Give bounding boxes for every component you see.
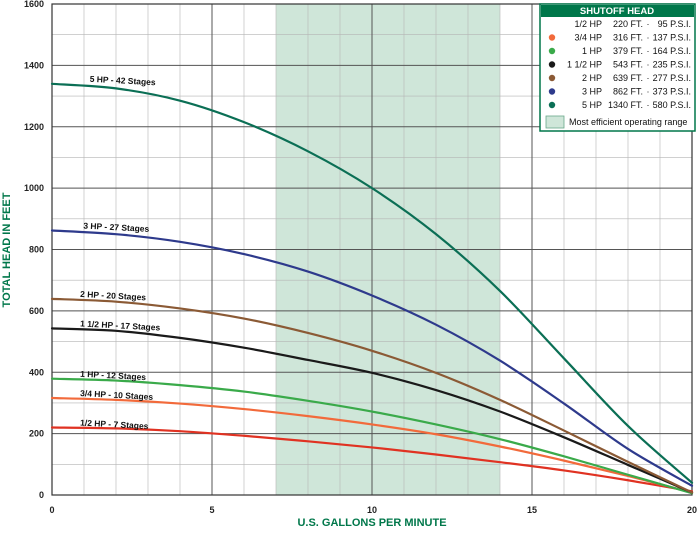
x-tick-label: 5 bbox=[209, 505, 214, 515]
curve-label: 5 HP - 42 Stages bbox=[89, 74, 156, 87]
x-tick-label: 0 bbox=[49, 505, 54, 515]
y-tick-label: 1000 bbox=[24, 183, 44, 193]
y-tick-label: 0 bbox=[39, 490, 44, 500]
x-axis-title: U.S. GALLONS PER MINUTE bbox=[297, 517, 446, 529]
legend-header bbox=[541, 5, 694, 17]
legend-psi: 373 P.S.I. bbox=[653, 87, 691, 97]
legend-swatch bbox=[548, 34, 556, 41]
legend-separator: · bbox=[647, 87, 650, 97]
curve-label: 3 HP - 27 Stages bbox=[83, 220, 150, 233]
y-tick-label: 400 bbox=[29, 367, 44, 377]
legend-hp: 5 HP bbox=[582, 100, 602, 110]
legend-rows: 1/2 HP 220 FT. · 95 P.S.I.3/4 HP 316 FT. · 137… bbox=[548, 19, 691, 110]
series-curve bbox=[50, 82, 694, 484]
legend-separator: · bbox=[647, 73, 650, 83]
legend-hp: 3 HP bbox=[582, 87, 602, 97]
y-tick-label: 800 bbox=[29, 245, 44, 255]
legend: SHUTOFF HEAD 1/2 HP 220 FT. · 95 P.S.I. 3/4 … bbox=[539, 3, 696, 132]
legend-feet: 379 FT. bbox=[613, 46, 643, 56]
series-curves bbox=[50, 82, 694, 495]
legend-psi: 95 P.S.I. bbox=[658, 19, 691, 29]
legend-psi: 164 P.S.I. bbox=[653, 46, 691, 56]
legend-psi: 137 P.S.I. bbox=[653, 33, 691, 43]
legend-hp: 1 1/2 HP bbox=[567, 60, 602, 70]
legend-swatch bbox=[548, 61, 556, 68]
x-tick-label: 10 bbox=[367, 505, 377, 515]
legend-psi: 235 P.S.I. bbox=[653, 60, 691, 70]
legend-psi: 580 P.S.I. bbox=[653, 100, 691, 110]
curve-label: 1 1/2 HP - 17 Stages bbox=[80, 318, 161, 332]
x-tick-label: 15 bbox=[527, 505, 537, 515]
legend-separator: · bbox=[647, 100, 650, 110]
legend-swatch bbox=[548, 88, 556, 95]
y-tick-labels: 0 200 400 600 800 1000 1200 1400 1600 bbox=[24, 0, 44, 500]
legend-separator: · bbox=[647, 46, 650, 56]
legend-feet: 639 FT. bbox=[613, 73, 643, 83]
curve-label: 3/4 HP - 10 Stages bbox=[80, 388, 154, 402]
legend-hp: 2 HP bbox=[582, 73, 602, 83]
legend-psi: 277 P.S.I. bbox=[653, 73, 691, 83]
series-curve bbox=[50, 327, 694, 494]
legend-feet: 316 FT. bbox=[613, 33, 643, 43]
y-tick-label: 200 bbox=[29, 429, 44, 439]
y-axis-title: TOTAL HEAD IN FEET bbox=[1, 192, 13, 307]
y-tick-label: 1200 bbox=[24, 122, 44, 132]
legend-title: SHUTOFF HEAD bbox=[580, 6, 654, 17]
x-tick-labels: 0 5 10 15 20 bbox=[49, 505, 697, 515]
series-curve bbox=[50, 297, 694, 494]
curve-labels: 5 HP - 42 Stages 3 HP - 27 Stages 2 HP - 2… bbox=[80, 74, 161, 431]
legend-swatch bbox=[548, 101, 556, 109]
major-grid bbox=[51, 3, 693, 496]
legend-range-swatch bbox=[545, 115, 565, 129]
legend-box bbox=[539, 3, 696, 132]
y-tick-label: 1400 bbox=[24, 60, 44, 70]
legend-swatch bbox=[548, 47, 556, 55]
curve-label: 1/2 HP - 7 Stages bbox=[80, 417, 149, 431]
legend-feet: 543 FT. bbox=[613, 60, 643, 70]
legend-feet: 220 FT. bbox=[613, 19, 643, 29]
legend-feet: 1340 FT. bbox=[608, 100, 643, 110]
legend-swatch bbox=[548, 74, 556, 82]
curve-label: 2 HP - 20 Stages bbox=[80, 289, 147, 302]
legend-hp: 3/4 HP bbox=[574, 33, 602, 43]
legend-separator: · bbox=[647, 33, 650, 43]
plot-frame bbox=[51, 3, 693, 496]
y-tick-label: 1600 bbox=[24, 0, 44, 9]
series-curve bbox=[50, 377, 694, 495]
legend-separator: · bbox=[647, 19, 650, 29]
series-curve bbox=[50, 396, 694, 494]
legend-hp: 1/2 HP bbox=[574, 19, 602, 29]
y-tick-label: 600 bbox=[29, 306, 44, 316]
curve-label: 1 HP - 12 Stages bbox=[80, 369, 147, 382]
series-curve bbox=[50, 426, 694, 493]
legend-hp: 1 HP bbox=[582, 46, 602, 56]
legend-feet: 862 FT. bbox=[613, 87, 643, 97]
legend-range-label: Most efficient operating range bbox=[569, 117, 687, 127]
x-tick-label: 20 bbox=[687, 505, 697, 515]
legend-separator: · bbox=[647, 60, 650, 70]
series-curve bbox=[50, 229, 694, 487]
